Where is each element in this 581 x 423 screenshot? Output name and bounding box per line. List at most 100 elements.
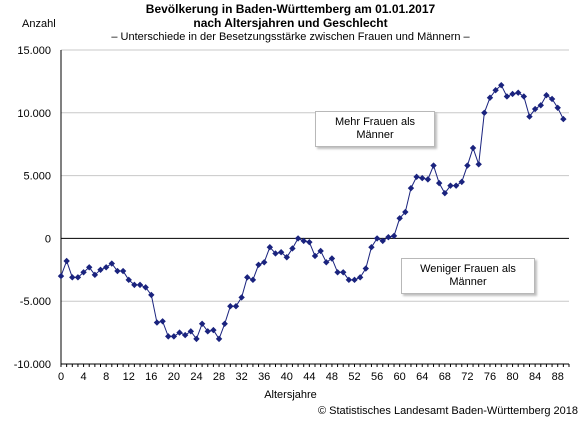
data-point [441, 189, 449, 197]
data-point [306, 238, 313, 246]
y-tick-label: 0 [45, 233, 51, 245]
x-tick-label: 20 [168, 371, 180, 383]
annotation-fewer-women: Weniger Frauen als Männer [401, 258, 535, 294]
axes [60, 50, 570, 367]
data-point [503, 93, 511, 100]
data-point [69, 274, 76, 281]
x-tick-label: 72 [461, 371, 473, 383]
data-point [238, 294, 245, 301]
data-point [368, 243, 375, 251]
x-tick-label: 40 [281, 371, 293, 383]
x-tick-label: 84 [529, 371, 541, 383]
data-point [153, 319, 161, 326]
y-tick-label: 10.000 [17, 108, 51, 120]
x-tick-label: 12 [123, 371, 135, 383]
x-tick-label: 44 [303, 371, 315, 383]
data-point [193, 335, 200, 343]
data-point [198, 320, 206, 328]
data-point [63, 257, 70, 265]
x-axis-label: Altersjahre [264, 389, 317, 401]
x-tick-label: 68 [439, 371, 451, 383]
data-point [204, 328, 211, 335]
data-point [317, 247, 324, 255]
y-tick-label: -5.000 [20, 296, 51, 308]
data-point [255, 261, 262, 268]
x-tick-label: 36 [258, 371, 270, 383]
x-tick-label: 28 [213, 371, 225, 383]
x-tick-label: 8 [103, 371, 109, 383]
data-point [289, 245, 296, 252]
data-point [373, 235, 381, 242]
data-point [498, 81, 505, 89]
data-point [475, 161, 482, 168]
data-point [136, 281, 144, 289]
data-point [221, 320, 228, 328]
data-point [249, 276, 257, 284]
annotation-more-women: Mehr Frauen als Männer [315, 111, 435, 147]
data-point [277, 249, 285, 256]
data-point [266, 243, 274, 251]
data-point [328, 255, 336, 262]
data-point [148, 291, 155, 299]
data-point [210, 326, 217, 334]
data-point [97, 266, 104, 273]
data-point [379, 237, 386, 245]
data-point [526, 113, 533, 120]
data-point [413, 173, 420, 181]
data-point [447, 182, 454, 189]
data-point [520, 93, 528, 100]
x-tick-label: 4 [81, 371, 87, 383]
x-tick-label: 0 [58, 371, 64, 383]
data-point [91, 271, 99, 279]
data-point [407, 184, 415, 192]
x-tick-label: 48 [326, 371, 338, 383]
data-point [396, 215, 403, 222]
grid-lines [61, 49, 569, 365]
data-point [424, 176, 432, 183]
chart-title-line-2: nach Altersjahren und Geschlecht [193, 16, 388, 30]
data-point [452, 182, 460, 189]
data-point [244, 274, 251, 281]
data-point [272, 250, 279, 257]
data-point [509, 90, 516, 98]
data-point [159, 318, 166, 325]
data-point [543, 92, 550, 99]
y-tick-label: 15.000 [17, 45, 51, 57]
data-point [362, 265, 369, 272]
x-tick-label: 88 [552, 371, 564, 383]
data-point [435, 179, 443, 187]
data-point [385, 233, 392, 241]
data-point [340, 269, 347, 276]
data-point [300, 237, 307, 245]
data-point [486, 94, 494, 101]
data-point [515, 89, 522, 96]
data-point [334, 269, 341, 276]
data-point [108, 260, 115, 267]
data-point [80, 269, 87, 276]
y-tick-label: 5.000 [23, 171, 51, 183]
x-tick-label: 52 [348, 371, 360, 383]
chart-title-line-1: Bevölkerung in Baden-Württemberg am 01.0… [145, 2, 436, 16]
data-point [227, 303, 234, 310]
data-point [390, 232, 398, 240]
y-tick-label: -10.000 [14, 359, 51, 371]
data-point [119, 267, 127, 275]
data-point [57, 272, 65, 280]
data-point [458, 178, 465, 186]
chart-subtitle: – Unterschiede in der Besetzungsstärke z… [111, 31, 470, 43]
data-point [170, 333, 178, 340]
data-point [114, 267, 121, 275]
data-point [125, 276, 132, 284]
data-point [86, 264, 93, 271]
data-point [181, 331, 189, 339]
data-point [492, 86, 499, 94]
data-point [176, 329, 183, 336]
data-point [215, 335, 223, 343]
data-point [74, 274, 82, 281]
data-point [356, 274, 364, 281]
series-points [57, 81, 567, 343]
x-tick-label: 64 [416, 371, 428, 383]
data-point [560, 115, 567, 123]
